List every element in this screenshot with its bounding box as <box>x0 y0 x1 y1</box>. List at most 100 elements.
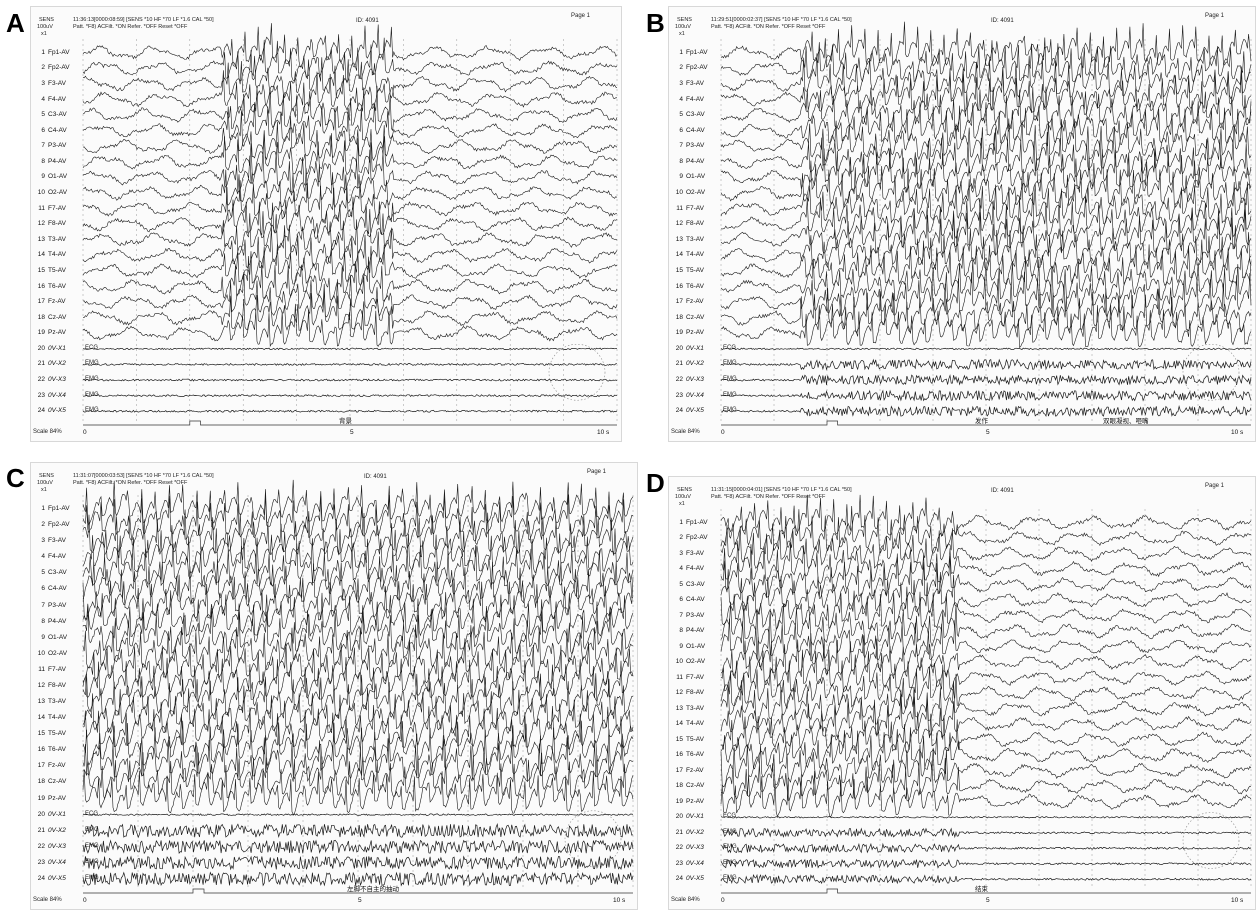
sens-mult: x1 <box>41 31 47 37</box>
electrode-map <box>1182 812 1240 869</box>
time-ten: 10 s <box>1231 897 1244 904</box>
eeg-trace <box>82 362 617 366</box>
channel-name: Fp1-AV <box>48 48 70 56</box>
event-annotation-2: 双眼凝视、咂嘴 <box>1103 417 1149 425</box>
channel-number: 22 <box>675 376 683 384</box>
channel-label: 24 0V-X5 <box>33 875 66 882</box>
sens-mult: x1 <box>679 501 685 507</box>
event-annotation: 左脚不自主的抽动 <box>347 885 399 893</box>
eeg-trace <box>720 873 1252 885</box>
electrode-map <box>548 343 606 401</box>
channel-label: 14 T4-AV <box>671 720 704 727</box>
eeg-trace <box>82 149 618 193</box>
aux-tag-label: EMG <box>723 859 737 866</box>
channel-number: 16 <box>37 746 45 754</box>
channel-label: 13 T3-AV <box>671 705 704 712</box>
eeg-trace <box>720 358 1252 371</box>
channel-label: 1 Fp1-AV <box>33 48 70 56</box>
header-line-2: Patt. *F8) ACFilt. *ON Refer. *OFF Reset… <box>73 24 188 30</box>
aux-tag-label: EMG <box>723 391 737 398</box>
patient-id: ID: 4091 <box>991 488 1014 494</box>
channel-label: 18 Cz-AV <box>671 782 705 790</box>
sens-value: 100uV <box>37 480 53 486</box>
time-zero: 0 <box>83 897 87 904</box>
eeg-panel-c: SENS 100uV x1 11:31:07[0000:03:53] [SENS *1… <box>30 462 638 910</box>
eeg-trace <box>720 858 1252 869</box>
channel-number: 2 <box>679 534 683 542</box>
channel-label: 9 O1-AV <box>33 173 67 180</box>
eeg-trace <box>82 70 618 115</box>
aux-tag-label: ECG <box>723 813 737 820</box>
channel-name: F4-AV <box>686 95 704 103</box>
channel-label: 19 Pz-AV <box>671 329 704 336</box>
channel-name: O2-AV <box>48 189 68 197</box>
channel-label: 17 Fz-AV <box>671 298 704 305</box>
eeg-trace <box>720 586 1252 630</box>
sens-label: SENS <box>39 473 54 479</box>
channel-name: C3-AV <box>686 111 705 119</box>
eeg-trace <box>720 744 1252 788</box>
channel-label: 4 F4-AV <box>33 553 66 560</box>
channel-label: 3 F3-AV <box>671 550 704 557</box>
channel-number: 3 <box>679 79 683 87</box>
eeg-trace <box>82 479 634 526</box>
channel-name: F8-AV <box>48 220 66 228</box>
eeg-trace <box>720 101 1252 146</box>
channel-name: O2-AV <box>686 658 706 666</box>
channel-name: P3-AV <box>48 142 67 150</box>
channel-number: 6 <box>679 596 683 604</box>
channel-number: 21 <box>37 360 45 368</box>
time-axis <box>83 420 617 426</box>
channel-number: 12 <box>675 220 683 228</box>
channel-number: 23 <box>37 391 45 399</box>
channel-name: F7-AV <box>686 204 704 212</box>
channel-label: 15 T5-AV <box>671 267 704 274</box>
channel-number: 4 <box>679 565 683 573</box>
eeg-trace <box>720 374 1252 386</box>
time-five: 5 <box>986 429 990 436</box>
channel-name: 0V-X2 <box>48 826 66 834</box>
eeg-trace <box>720 494 1252 539</box>
channel-name: P4-AV <box>686 627 705 635</box>
eeg-trace <box>720 207 1252 256</box>
channel-label: 5 C3-AV <box>33 569 66 576</box>
channel-label: 6 C4-AV <box>671 126 704 134</box>
eeg-trace <box>720 815 1252 819</box>
channel-name: F3-AV <box>686 79 704 87</box>
channel-label: 11 F7-AV <box>671 674 704 681</box>
channel-name: F3-AV <box>686 549 704 557</box>
channel-label: 14 T4-AV <box>33 251 66 258</box>
panel-letter-d: D <box>646 468 665 498</box>
channel-number: 11 <box>676 204 683 212</box>
channel-name: Cz-AV <box>686 313 705 321</box>
channel-label: 17 Fz-AV <box>33 762 66 769</box>
channel-name: C3-AV <box>48 111 67 119</box>
channel-label: 8 P4-AV <box>671 627 704 634</box>
time-ten: 10 s <box>597 429 610 436</box>
channel-name: 0V-X3 <box>48 376 66 384</box>
eeg-trace <box>720 540 1252 584</box>
electrode-map <box>564 810 622 868</box>
eeg-trace <box>82 289 618 331</box>
channel-name: T3-AV <box>48 698 66 706</box>
channel-label: 18 Cz-AV <box>33 313 67 321</box>
patient-id: ID: 4091 <box>991 18 1014 24</box>
channel-name: P4-AV <box>48 617 67 625</box>
channel-name: T3-AV <box>48 235 66 243</box>
channel-number: 16 <box>37 282 45 290</box>
channel-label: 18 Cz-AV <box>33 778 67 786</box>
channel-number: 20 <box>675 813 683 821</box>
channel-name: 0V-X4 <box>48 391 66 399</box>
channel-number: 6 <box>679 126 683 134</box>
channel-number: 15 <box>37 730 45 738</box>
time-five: 5 <box>350 429 354 436</box>
channel-number: 18 <box>37 778 45 786</box>
channel-name: T3-AV <box>686 235 704 243</box>
channel-number: 9 <box>679 642 683 650</box>
aux-tag-label: EMG <box>85 874 99 881</box>
channel-name: Cz-AV <box>686 782 705 790</box>
channel-label: 21 0V-X2 <box>671 829 704 836</box>
channel-name: Cz-AV <box>48 313 67 321</box>
eeg-trace <box>82 559 634 607</box>
channel-label: 16 T6-AV <box>33 746 66 753</box>
